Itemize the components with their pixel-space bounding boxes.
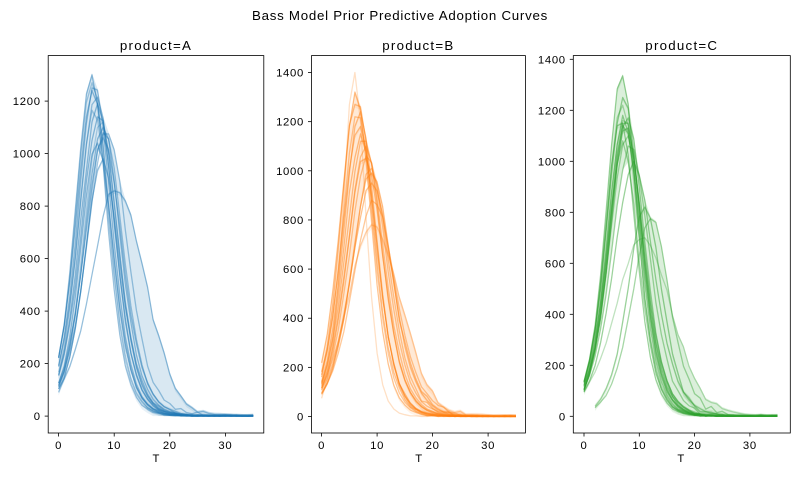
- svg-text:1000: 1000: [538, 156, 566, 168]
- svg-text:T: T: [677, 453, 684, 465]
- svg-text:10: 10: [632, 440, 646, 452]
- svg-text:400: 400: [545, 309, 566, 321]
- svg-text:200: 200: [20, 359, 41, 371]
- svg-text:800: 800: [545, 207, 566, 219]
- svg-text:0: 0: [559, 411, 566, 423]
- svg-text:product=C: product=C: [645, 38, 718, 53]
- svg-text:Bass Model Prior Predictive Ad: Bass Model Prior Predictive Adoption Cur…: [252, 8, 548, 23]
- svg-text:T: T: [152, 453, 159, 465]
- svg-text:30: 30: [481, 440, 495, 452]
- svg-text:800: 800: [20, 201, 41, 213]
- svg-text:1000: 1000: [13, 149, 41, 161]
- svg-text:T: T: [415, 453, 422, 465]
- svg-text:600: 600: [545, 258, 566, 270]
- svg-text:0: 0: [318, 440, 325, 452]
- svg-text:20: 20: [163, 440, 177, 452]
- svg-text:400: 400: [20, 306, 41, 318]
- svg-text:10: 10: [107, 440, 121, 452]
- svg-text:1400: 1400: [538, 54, 566, 66]
- svg-text:product=B: product=B: [382, 38, 454, 53]
- svg-text:20: 20: [426, 440, 440, 452]
- svg-text:0: 0: [34, 411, 41, 423]
- svg-text:200: 200: [545, 360, 566, 372]
- svg-text:1200: 1200: [538, 105, 566, 117]
- svg-text:1000: 1000: [276, 166, 304, 178]
- svg-text:400: 400: [283, 313, 304, 325]
- svg-text:product=A: product=A: [120, 38, 192, 53]
- svg-text:30: 30: [743, 440, 757, 452]
- svg-text:600: 600: [283, 264, 304, 276]
- svg-text:600: 600: [20, 254, 41, 266]
- svg-text:200: 200: [283, 362, 304, 374]
- svg-text:10: 10: [370, 440, 384, 452]
- svg-text:1200: 1200: [13, 96, 41, 108]
- svg-text:0: 0: [581, 440, 588, 452]
- svg-text:800: 800: [283, 215, 304, 227]
- svg-text:0: 0: [297, 412, 304, 424]
- svg-text:20: 20: [688, 440, 702, 452]
- svg-text:0: 0: [55, 440, 62, 452]
- svg-text:1200: 1200: [276, 117, 304, 129]
- svg-text:1400: 1400: [276, 68, 304, 80]
- svg-text:30: 30: [218, 440, 232, 452]
